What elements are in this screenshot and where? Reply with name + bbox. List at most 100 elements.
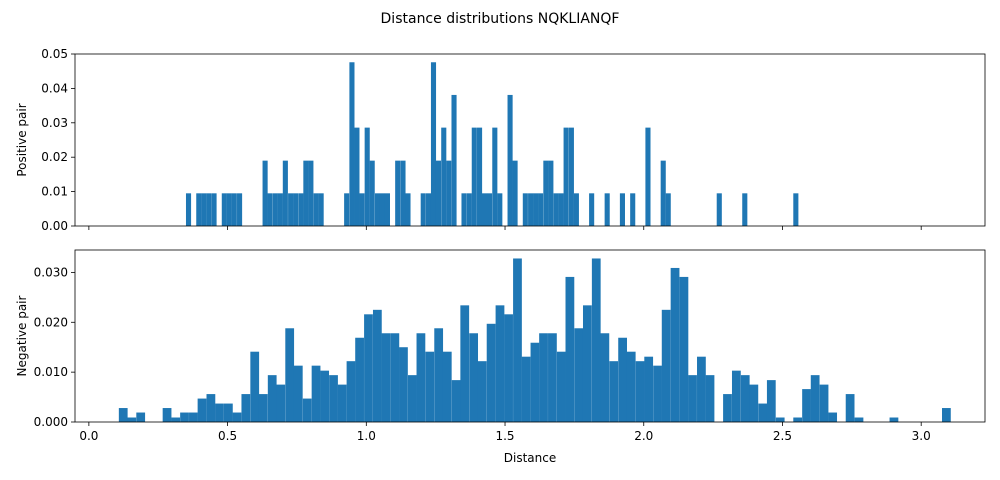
positive-pair-bar — [237, 193, 243, 226]
negative-pair-bar — [486, 323, 496, 422]
negative-pair-bar — [320, 370, 330, 422]
negative-pair-bar — [250, 351, 260, 422]
positive-pair-bar — [553, 193, 559, 226]
positive-pair-bar — [272, 193, 278, 226]
negative-pair-bar — [381, 333, 391, 422]
negative-pair-bar — [346, 361, 356, 422]
negative-pair-bar — [390, 333, 400, 422]
positive-pair-bar — [379, 193, 386, 226]
negative-pair-bar — [705, 375, 715, 422]
negative-pair-bar — [845, 394, 855, 422]
negative-pair-bar — [118, 408, 128, 422]
negative-pair-y-tick-label: 0.030 — [34, 265, 68, 279]
negative-pair-bar — [451, 380, 461, 422]
negative-pair-bar — [399, 347, 408, 422]
negative-pair-bar — [329, 375, 338, 422]
positive-pair-bar — [405, 193, 411, 226]
negative-pair-bar — [775, 417, 785, 422]
positive-pair-bar — [262, 160, 268, 226]
negative-pair-bar — [591, 258, 601, 422]
negative-pair-bar — [189, 412, 198, 422]
positive-pair-bar — [446, 160, 452, 226]
positive-pair-bar — [267, 193, 273, 226]
negative-pair-y-axis-label: Negative pair — [15, 295, 29, 376]
negative-pair-bar — [644, 356, 654, 422]
positive-pair-bar — [645, 127, 651, 226]
positive-pair-bar — [298, 193, 304, 226]
positive-pair-bar — [665, 193, 671, 226]
positive-pair-bar — [589, 193, 595, 226]
negative-pair-x-tick-label: 2.0 — [634, 429, 653, 443]
negative-pair-bar — [223, 403, 233, 422]
positive-pair-bar — [522, 193, 528, 226]
positive-pair-bar — [497, 193, 503, 226]
negative-pair-bar — [337, 384, 347, 422]
positive-pair-bar — [507, 94, 513, 226]
negative-pair-bar — [854, 417, 864, 422]
negative-pair-bar — [574, 328, 584, 422]
negative-pair-bar — [355, 337, 364, 422]
negative-pair-bar — [442, 351, 452, 422]
positive-pair-axes-frame — [74, 53, 986, 227]
negative-pair-y-tick-label: 0.000 — [34, 415, 68, 429]
positive-pair-bar — [604, 193, 610, 226]
positive-pair-bar — [533, 193, 539, 226]
negative-pair-bar — [407, 375, 417, 422]
negative-pair-bar — [364, 314, 373, 422]
positive-pair-bar — [395, 160, 401, 226]
negative-pair-bar — [285, 328, 295, 422]
positive-pair-bar — [282, 160, 288, 226]
positive-pair-bar — [293, 193, 299, 226]
negative-pair-bar — [162, 408, 172, 422]
negative-pair-bar — [758, 403, 768, 422]
negative-pair-panel: 0.000 0.010 0.020 0.030 0.0 0.5 1.0 1.5 2.0 2.5 3.… — [15, 249, 986, 443]
negative-pair-bar — [582, 305, 592, 422]
positive-pair-bar — [558, 193, 564, 226]
positive-pair-bar — [196, 193, 202, 226]
negative-pair-bar — [171, 417, 181, 422]
positive-pair-bar — [793, 193, 799, 226]
positive-pair-bar — [226, 193, 232, 226]
negative-pair-bar — [241, 394, 251, 422]
x-axis-label: Distance — [504, 451, 556, 465]
negative-pair-bar — [889, 417, 899, 422]
positive-pair-y-tick-label: 0.04 — [41, 81, 68, 95]
negative-pair-bar — [127, 417, 137, 422]
positive-pair-bar — [369, 160, 375, 226]
positive-pair-bar — [277, 193, 283, 226]
positive-pair-y-tick-label: 0.01 — [41, 185, 68, 199]
positive-pair-bar — [384, 193, 390, 226]
negative-pair-bar — [626, 351, 636, 422]
positive-pair-bar — [364, 127, 370, 226]
negative-pair-bar — [180, 412, 189, 422]
negative-pair-bar — [740, 375, 750, 422]
negative-pair-bar — [232, 412, 242, 422]
positive-pair-bar — [221, 193, 227, 226]
positive-pair-y-tick-label: 0.05 — [41, 47, 68, 61]
negative-pair-bar — [670, 267, 680, 422]
positive-pair-bar — [231, 193, 237, 226]
positive-pair-bar — [349, 62, 355, 227]
negative-pair-x-tick-label: 1.5 — [495, 429, 514, 443]
positive-pair-bar — [425, 193, 432, 226]
positive-pair-bar — [451, 94, 457, 226]
positive-pair-bar — [742, 193, 748, 226]
negative-pair-bar — [793, 417, 803, 422]
positive-pair-bar — [492, 127, 498, 226]
negative-pair-bar — [521, 356, 531, 422]
positive-pair-bar — [538, 193, 544, 226]
positive-pair-bar — [471, 127, 477, 226]
positive-pair-bar — [716, 193, 722, 226]
negative-pair-bar — [565, 276, 575, 422]
negative-pair-y-tick-label: 0.010 — [34, 365, 68, 379]
positive-pair-bar — [512, 160, 518, 226]
negative-pair-bar — [425, 351, 435, 422]
positive-pair-bar — [354, 127, 360, 226]
positive-pair-bar — [543, 160, 549, 226]
positive-pair-bar — [477, 127, 483, 226]
positive-pair-bar — [487, 193, 493, 226]
negative-pair-bar — [766, 380, 776, 422]
negative-pair-bar — [504, 314, 513, 422]
negative-pair-bar — [434, 328, 444, 422]
